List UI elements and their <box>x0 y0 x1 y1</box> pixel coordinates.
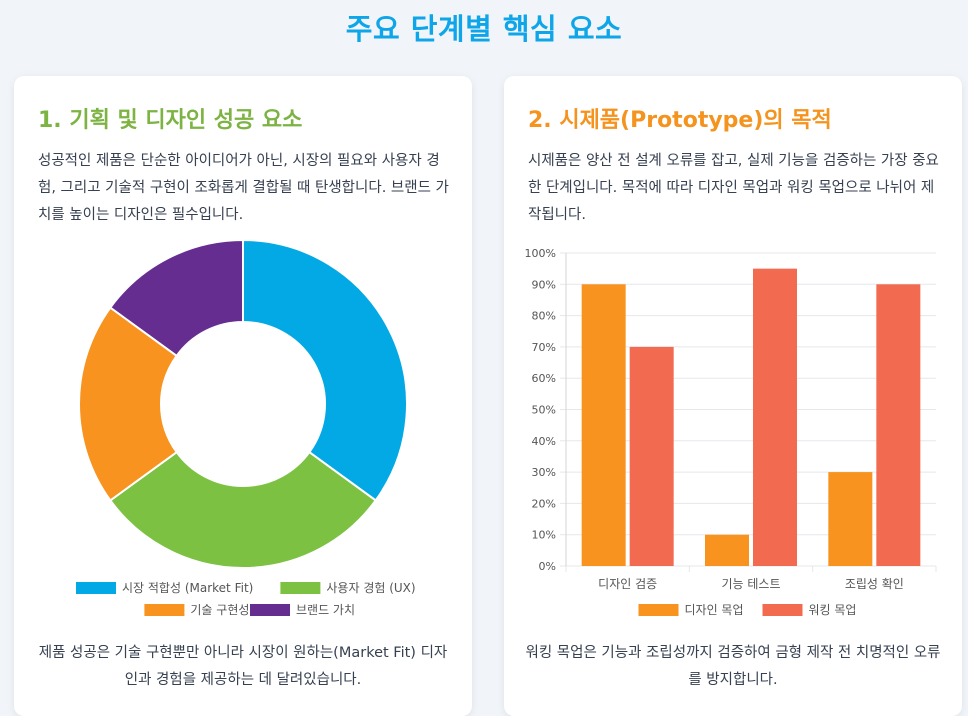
y-tick-label: 80% <box>532 310 556 323</box>
design-success-card: 1. 기획 및 디자인 성공 요소 성공적인 제품은 단순한 아이디어가 아닌,… <box>14 76 472 716</box>
card-description: 성공적인 제품은 단순한 아이디어가 아닌, 시장의 필요와 사용자 경험, 그… <box>38 153 449 223</box>
legend-label: 사용자 경험 (UX) <box>326 581 415 595</box>
donut-slice <box>108 238 244 358</box>
legend-swatch <box>76 582 116 594</box>
legend-swatch <box>762 604 803 616</box>
y-tick-label: 30% <box>532 466 556 479</box>
donut-slice <box>242 238 408 502</box>
donut-slice <box>108 450 378 569</box>
card-title: 1. 기획 및 디자인 성공 요소 <box>38 108 303 133</box>
y-tick-label: 0% <box>539 560 556 573</box>
x-tick-label: 기능 테스트 <box>721 577 780 591</box>
card-title: 2. 시제품(Prototype)의 목적 <box>528 108 832 133</box>
legend-swatch <box>250 604 290 616</box>
page-title: 주요 단계별 핵심 요소 <box>345 12 623 46</box>
card-note: 워킹 목업은 기능과 조립성까지 검증하여 금형 제작 전 치명적인 오류를 방… <box>525 645 941 688</box>
donut-chart: 시장 적합성 (Market Fit) 사용자 경험 (UX) 기술 구현성 브랜드 … <box>76 238 416 617</box>
legend-label: 브랜드 가치 <box>296 603 355 617</box>
donut-slice <box>78 306 179 502</box>
legend-label: 시장 적합성 (Market Fit) <box>122 581 253 595</box>
bar <box>876 284 921 566</box>
y-tick-label: 40% <box>532 435 556 448</box>
bar <box>629 346 674 566</box>
x-tick-label: 조립성 확인 <box>845 577 904 591</box>
legend-swatch <box>638 604 679 616</box>
prototype-purpose-card: 2. 시제품(Prototype)의 목적 시제품은 양산 전 설계 오류를 잡… <box>504 76 962 716</box>
bar <box>828 472 873 566</box>
bar <box>581 284 626 566</box>
legend-swatch <box>144 604 185 616</box>
y-tick-label: 70% <box>532 341 556 354</box>
card-description: 시제품은 양산 전 설계 오류를 잡고, 실제 기능을 검증하는 가장 중요한 … <box>528 153 939 223</box>
legend-swatch <box>280 582 321 594</box>
bar-chart: 0% 10% 20% 30% 40% 50% 60% 70% 80% 90% 100% 디자인 검증 기… <box>525 247 937 617</box>
y-tick-label: 60% <box>532 372 556 385</box>
legend-label: 디자인 목업 <box>685 603 744 617</box>
y-tick-label: 100% <box>525 247 556 260</box>
bar <box>705 534 749 566</box>
x-tick-label: 디자인 검증 <box>598 577 657 591</box>
y-tick-label: 50% <box>532 404 556 417</box>
y-tick-label: 20% <box>532 497 556 510</box>
legend-label: 워킹 목업 <box>809 603 857 617</box>
bar <box>753 268 797 566</box>
legend-label: 기술 구현성 <box>190 603 249 617</box>
y-tick-label: 10% <box>532 529 556 542</box>
card-note: 제품 성공은 기술 구현뿐만 아니라 시장이 원하는(Market Fit) 디… <box>38 645 448 688</box>
y-tick-label: 90% <box>532 278 556 291</box>
